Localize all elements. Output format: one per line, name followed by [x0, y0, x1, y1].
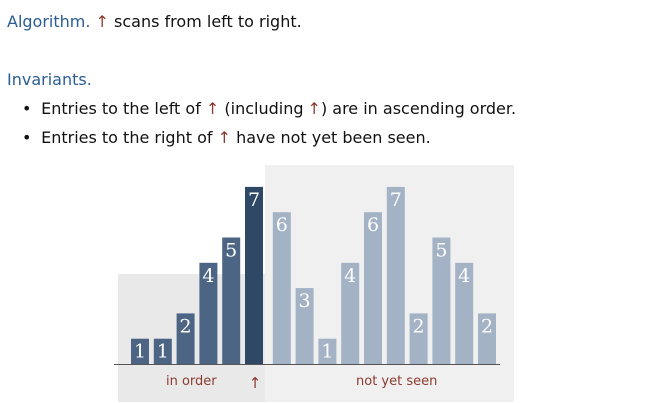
bullet-icon: •: [22, 99, 32, 118]
bar-value-label: 1: [134, 341, 146, 363]
pointer-arrow-icon: ↑: [307, 99, 321, 118]
algorithm-text: scans from left to right.: [114, 12, 302, 31]
bar-16: [478, 313, 496, 364]
bar-14: [432, 237, 451, 364]
bullet-icon: •: [22, 128, 32, 147]
bar-12: [386, 186, 405, 364]
bar-value-label: 2: [180, 315, 192, 337]
bar-value-label: 6: [276, 214, 288, 236]
pointer-arrow-icon: ↑: [217, 128, 231, 147]
bar-value-label: 1: [157, 341, 169, 363]
bar-value-label: 7: [390, 189, 402, 211]
invariants-heading: Invariants.: [7, 70, 92, 89]
scan-pointer-arrow-icon: ↑: [249, 374, 262, 392]
bar-13: [409, 313, 428, 364]
not-yet-seen-caption: not yet seen: [356, 374, 437, 389]
bar-8: [295, 288, 314, 364]
bar-value-label: 2: [413, 315, 425, 337]
pointer-arrow-icon: ↑: [95, 12, 109, 31]
pointer-arrow-icon: ↑: [205, 99, 220, 118]
bullet-item-unseen: • Entries to the right of ↑ have not yet…: [22, 128, 431, 148]
bar-2: [153, 338, 172, 364]
bullet1-pre: Entries to the left of: [41, 99, 201, 118]
bar-10: [341, 262, 360, 364]
bar-7: [272, 212, 291, 364]
bar-value-label: 1: [321, 341, 333, 363]
bar-value-label: 5: [225, 240, 237, 262]
bar-5: [222, 237, 241, 364]
bar-value-label: 4: [344, 265, 356, 287]
bar-value-label: 7: [248, 189, 260, 211]
bar-1: [131, 338, 149, 364]
bar-value-label: 5: [435, 240, 447, 262]
bar-3: [176, 313, 195, 364]
bar-11: [364, 212, 382, 364]
bar-9: [318, 338, 337, 364]
bullet1-mid: (including: [224, 99, 304, 118]
bar-value-label: 3: [299, 290, 311, 312]
bar-value-label: 4: [202, 265, 214, 287]
bar-value-label: 4: [458, 265, 470, 287]
bullet2-pre: Entries to the right of: [41, 128, 213, 147]
bar-6: [245, 186, 263, 364]
bar-value-label: 2: [481, 315, 493, 337]
bullet-item-ascending: • Entries to the left of ↑ (including ↑) …: [22, 99, 516, 119]
bullet2-post: have not yet been seen.: [236, 128, 431, 147]
bar-15: [455, 262, 474, 364]
algorithm-line: Algorithm. ↑ scans from left to right.: [7, 12, 302, 32]
bar-4: [199, 262, 218, 364]
in-order-caption: in order: [166, 374, 217, 389]
algorithm-term: Algorithm.: [7, 12, 91, 31]
bar-value-label: 6: [367, 214, 379, 236]
bullet1-post: ) are in ascending order.: [320, 99, 517, 118]
